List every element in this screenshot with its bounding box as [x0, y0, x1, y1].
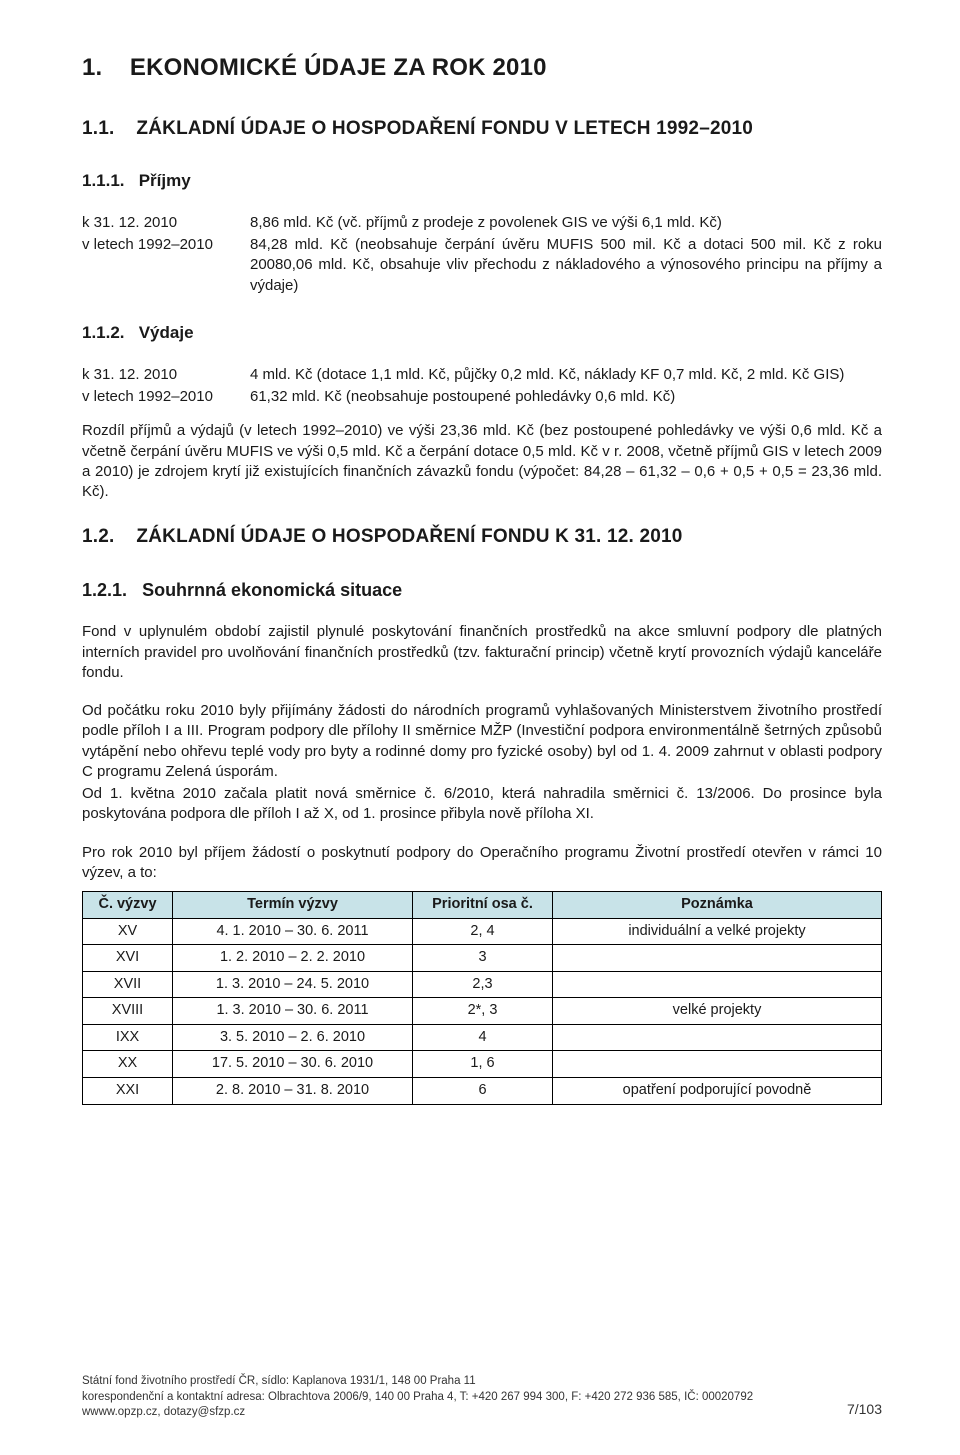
table-cell: 1, 6: [413, 1051, 553, 1078]
table-cell: [553, 1051, 882, 1078]
table-cell: IXX: [83, 1024, 173, 1051]
diff-paragraph: Rozdíl příjmů a výdajů (v letech 1992–20…: [82, 421, 882, 502]
s121-p2b: Od 1. května 2010 začala platit nová smě…: [82, 784, 882, 825]
table-cell: 3. 5. 2010 – 2. 6. 2010: [173, 1024, 413, 1051]
heading-11: 1.1. ZÁKLADNÍ ÚDAJE O HOSPODAŘENÍ FONDU …: [82, 116, 882, 142]
calls-table-body: XV4. 1. 2010 – 30. 6. 20112, 4individuál…: [83, 918, 882, 1104]
heading-111: 1.1.1. Příjmy: [82, 170, 882, 193]
heading-111-title: Příjmy: [139, 171, 191, 190]
table-cell: 4. 1. 2010 – 30. 6. 2011: [173, 918, 413, 945]
table-cell: 2. 8. 2010 – 31. 8. 2010: [173, 1078, 413, 1105]
heading-12: 1.2. ZÁKLADNÍ ÚDAJE O HOSPODAŘENÍ FONDU …: [82, 524, 882, 550]
heading-1-title: EKONOMICKÉ ÚDAJE ZA ROK 2010: [130, 54, 547, 81]
table-cell: XVI: [83, 945, 173, 972]
table-cell: 1. 2. 2010 – 2. 2. 2010: [173, 945, 413, 972]
table-cell: 2,3: [413, 971, 553, 998]
table-cell: individuální a velké projekty: [553, 918, 882, 945]
table-cell: 1. 3. 2010 – 24. 5. 2010: [173, 971, 413, 998]
heading-11-num: 1.1.: [82, 118, 115, 139]
s121-p3: Pro rok 2010 byl příjem žádostí o poskyt…: [82, 843, 882, 884]
table-row: IXX3. 5. 2010 – 2. 6. 20104: [83, 1024, 882, 1051]
table-cell: 4: [413, 1024, 553, 1051]
table-row: XX17. 5. 2010 – 30. 6. 20101, 6: [83, 1051, 882, 1078]
table-row: XV4. 1. 2010 – 30. 6. 20112, 4individuál…: [83, 918, 882, 945]
heading-121-num: 1.2.1.: [82, 580, 127, 600]
expense-row: k 31. 12. 2010 4 mld. Kč (dotace 1,1 mld…: [82, 365, 882, 385]
calls-table: Č. výzvy Termín výzvy Prioritní osa č. P…: [82, 891, 882, 1105]
table-row: XXI2. 8. 2010 – 31. 8. 20106opatření pod…: [83, 1078, 882, 1105]
expense-row-val: 4 mld. Kč (dotace 1,1 mld. Kč, půjčky 0,…: [250, 365, 882, 385]
expense-list: k 31. 12. 2010 4 mld. Kč (dotace 1,1 mld…: [82, 365, 882, 408]
table-cell: 6: [413, 1078, 553, 1105]
table-cell: 3: [413, 945, 553, 972]
table-cell: 1. 3. 2010 – 30. 6. 2011: [173, 998, 413, 1025]
heading-12-title: ZÁKLADNÍ ÚDAJE O HOSPODAŘENÍ FONDU K 31.…: [136, 526, 682, 547]
expense-row-key: v letech 1992–2010: [82, 387, 250, 407]
table-cell: velké projekty: [553, 998, 882, 1025]
table-cell: 17. 5. 2010 – 30. 6. 2010: [173, 1051, 413, 1078]
table-cell: 2*, 3: [413, 998, 553, 1025]
income-row-key: v letech 1992–2010: [82, 235, 250, 296]
page-number: 7/103: [829, 1400, 882, 1421]
table-row: XVIII1. 3. 2010 – 30. 6. 20112*, 3velké …: [83, 998, 882, 1025]
table-cell: XVIII: [83, 998, 173, 1025]
col-priority: Prioritní osa č.: [413, 892, 553, 919]
income-row: k 31. 12. 2010 8,86 mld. Kč (vč. příjmů …: [82, 213, 882, 233]
heading-121-title: Souhrnná ekonomická situace: [142, 580, 402, 600]
table-row: XVII1. 3. 2010 – 24. 5. 20102,3: [83, 971, 882, 998]
expense-row: v letech 1992–2010 61,32 mld. Kč (neobsa…: [82, 387, 882, 407]
s121-p1: Fond v uplynulém období zajistil plynulé…: [82, 622, 882, 683]
heading-11-title: ZÁKLADNÍ ÚDAJE O HOSPODAŘENÍ FONDU V LET…: [136, 118, 753, 139]
heading-112-title: Výdaje: [139, 323, 194, 342]
income-list: k 31. 12. 2010 8,86 mld. Kč (vč. příjmů …: [82, 213, 882, 296]
expense-row-key: k 31. 12. 2010: [82, 365, 250, 385]
heading-1: 1. EKONOMICKÉ ÚDAJE ZA ROK 2010: [82, 52, 882, 84]
col-note: Poznámka: [553, 892, 882, 919]
income-row-val: 8,86 mld. Kč (vč. příjmů z prodeje z pov…: [250, 213, 882, 233]
s121-p2: Od počátku roku 2010 byly přijímány žádo…: [82, 701, 882, 782]
table-cell: XXI: [83, 1078, 173, 1105]
table-cell: [553, 1024, 882, 1051]
heading-111-num: 1.1.1.: [82, 171, 125, 190]
heading-1-num: 1.: [82, 54, 102, 81]
income-row-val: 84,28 mld. Kč (neobsahuje čerpání úvěru …: [250, 235, 882, 296]
income-row: v letech 1992–2010 84,28 mld. Kč (neobsa…: [82, 235, 882, 296]
heading-12-num: 1.2.: [82, 526, 115, 547]
heading-112-num: 1.1.2.: [82, 323, 125, 342]
table-cell: XVII: [83, 971, 173, 998]
expense-row-val: 61,32 mld. Kč (neobsahuje postoupené poh…: [250, 387, 882, 407]
income-row-key: k 31. 12. 2010: [82, 213, 250, 233]
table-cell: XX: [83, 1051, 173, 1078]
table-cell: 2, 4: [413, 918, 553, 945]
table-header-row: Č. výzvy Termín výzvy Prioritní osa č. P…: [83, 892, 882, 919]
calls-table-head: Č. výzvy Termín výzvy Prioritní osa č. P…: [83, 892, 882, 919]
table-cell: opatření podporující povodně: [553, 1078, 882, 1105]
page-footer: Státní fond životního prostředí ČR, sídl…: [82, 1374, 882, 1421]
footer-line-3: wwww.opzp.cz, dotazy@sfzp.cz: [82, 1405, 829, 1421]
table-row: XVI1. 2. 2010 – 2. 2. 20103: [83, 945, 882, 972]
heading-112: 1.1.2. Výdaje: [82, 322, 882, 345]
table-cell: XV: [83, 918, 173, 945]
table-cell: [553, 971, 882, 998]
footer-line-2: korespondenční a kontaktní adresa: Olbra…: [82, 1390, 829, 1406]
footer-line-1: Státní fond životního prostředí ČR, sídl…: [82, 1374, 829, 1390]
table-cell: [553, 945, 882, 972]
col-term: Termín výzvy: [173, 892, 413, 919]
col-call-no: Č. výzvy: [83, 892, 173, 919]
heading-121: 1.2.1. Souhrnná ekonomická situace: [82, 578, 882, 602]
